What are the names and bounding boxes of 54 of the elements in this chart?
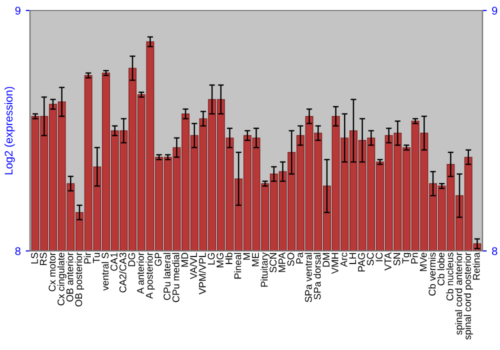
x-tick-label: SPa dorsal [314,252,321,300]
x-tick-label: DM [322,253,330,267]
x-tick-label: Tg [402,252,412,264]
x-tick-label: VTA [384,252,392,270]
y2-tick-label: 8 [492,247,498,256]
x-tick-label: RS [40,252,47,266]
x-tick-label: MD [181,252,188,267]
x-tick-label: Pa [296,252,304,264]
x-tick-label: GP [154,252,162,266]
x-tick-label: MVe [420,252,427,271]
x-tick-label: Hb [225,252,232,264]
y-axis-title: Log2 (expression) [4,86,15,174]
x-tick-label: spinal cord posterior [464,252,473,340]
x-tick-label: ventral S [101,252,109,291]
x-tick-label: A anterior [136,252,144,294]
x-tick-label: Pir [84,252,91,264]
x-tick-label: spinal cord anterior [454,252,464,335]
x-tick-label: VPM/VPL [198,252,206,294]
x-tick-label: Cx motor [48,252,56,292]
x-tick-label: IC [376,252,383,262]
x-tick-label: CPu medial [172,252,180,302]
x-tick-label: OB anterior [66,252,74,302]
x-tick-label: Arc [340,252,348,267]
x-tick-label: LG [208,253,215,265]
x-tick-label: CA2/CA3 [119,252,126,292]
x-tick-label: PAG [358,253,365,272]
x-tick-label: ME [252,252,259,266]
x-tick-label: Pituitary [260,252,270,287]
x-tick-label: M [243,253,250,260]
x-tick-label: LS [31,252,38,264]
x-tick-label: Pineal [234,252,242,279]
x-tick-label: VMH [332,253,338,274]
x-tick-label: SCN [270,253,277,272]
x-tick-label: Cx cingulate [57,252,66,306]
x-tick-label: Cb vermis [428,252,436,296]
x-tick-label: MG [216,253,224,268]
x-tick-label: SC [366,252,374,266]
y2-tick-label: 9 [492,6,498,15]
x-tick-label: Cb lobe [437,252,444,286]
x-tick-label: SO [287,252,294,266]
x-tick-label: Cb nucleus [446,252,454,300]
x-tick-label: Tu [92,252,100,264]
x-tick-label: VA/VL [190,252,197,280]
x-tick-label: CA1 [110,252,118,271]
x-tick-label: A posterior [146,252,155,299]
x-tick-label: DG [128,253,136,266]
x-tick-label: Retina [472,252,480,280]
x-tick-label: Pn [411,252,418,264]
x-tick-label: SPa ventral [304,252,312,302]
x-tick-label: CPu lateral [163,252,170,300]
x-tick-label: LH [349,253,356,264]
x-tick-label: SN [393,253,400,266]
x-tick-label: OB posterior [74,252,84,306]
x-tick-label: MPA [278,252,286,272]
